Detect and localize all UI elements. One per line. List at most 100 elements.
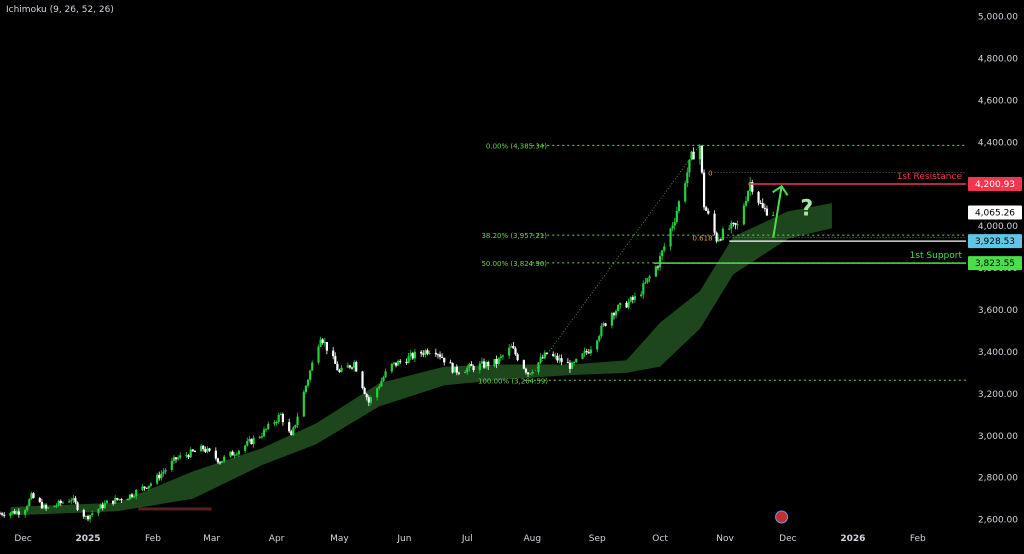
candle-body — [684, 183, 687, 202]
candle-body — [604, 323, 607, 326]
candle-body — [112, 500, 115, 504]
candle-body — [367, 397, 370, 403]
candle-body — [82, 509, 85, 517]
x-tick-label: 2025 — [75, 534, 100, 544]
candle-body — [413, 351, 416, 359]
candle-body — [55, 505, 58, 507]
candle-body — [420, 351, 423, 354]
candle-body — [265, 428, 268, 430]
candle-body — [363, 388, 366, 394]
candle-body — [185, 455, 188, 457]
candle-body — [164, 469, 167, 472]
candle-body — [631, 297, 634, 300]
fib-level-label: 100.00% (3,264.59) — [478, 377, 548, 385]
candle-body — [61, 502, 64, 504]
candle-body — [537, 362, 540, 373]
candle-body — [105, 500, 108, 504]
candle-body — [68, 501, 71, 503]
candle-body — [206, 448, 209, 452]
candle-body — [583, 351, 586, 354]
candle-body — [32, 493, 35, 499]
candle-body — [516, 354, 519, 361]
candle-body — [53, 505, 56, 508]
candle-body — [759, 202, 762, 204]
candle-body — [499, 356, 502, 359]
candle-body — [40, 501, 44, 509]
candle-body — [177, 457, 180, 460]
candle-body — [346, 365, 349, 368]
candle-body — [160, 473, 163, 479]
candle-body — [734, 222, 737, 225]
candle-body — [26, 505, 29, 511]
candle-body — [86, 515, 90, 520]
candle-body — [612, 312, 616, 316]
candle-body — [441, 356, 444, 358]
candle-body — [407, 356, 410, 364]
candle-body — [570, 362, 574, 369]
y-tick-label: 4,600.00 — [978, 96, 1018, 106]
candle-body — [275, 421, 278, 423]
forecast-arrow-shaft — [772, 186, 783, 238]
candle-body — [707, 210, 710, 214]
candle-body — [3, 514, 6, 516]
support-price-tag-bg — [968, 256, 1022, 271]
candle-body — [736, 224, 739, 226]
candle-body — [495, 359, 498, 364]
candle-body — [742, 205, 745, 225]
indicator-label[interactable]: Ichimoku (9, 26, 52, 26) — [6, 5, 114, 15]
candle-body — [560, 358, 563, 363]
x-tick-label: Jul — [461, 534, 473, 544]
price-tags: 4,200.93 4,065.26 3,928.53 3,823.55 — [968, 176, 1022, 271]
candle-body — [126, 499, 129, 501]
candle-body — [390, 363, 393, 372]
candle-body — [719, 239, 722, 241]
candle-body — [543, 352, 546, 359]
candle-body — [74, 498, 77, 503]
candle-body — [216, 458, 220, 463]
candle-body — [751, 181, 754, 192]
candle-body — [179, 455, 182, 458]
candle-body — [252, 437, 255, 445]
candle-body — [101, 504, 104, 509]
candle-body — [237, 450, 240, 455]
candle-body — [596, 340, 599, 350]
candle-body — [625, 302, 628, 308]
x-tick-label: 2026 — [840, 534, 865, 544]
candle-body — [258, 436, 261, 438]
candle-body — [575, 358, 578, 363]
candle-body — [512, 346, 515, 349]
candle-body — [84, 515, 88, 517]
candle-body — [361, 371, 364, 389]
x-axis[interactable]: Dec 2025 Feb Mar Apr May Jun Jul Aug Sep Oct Nov Dec… — [14, 534, 926, 544]
candle-body — [644, 282, 647, 284]
candle-body — [545, 352, 549, 355]
candle-body — [721, 228, 725, 240]
candle-body — [279, 413, 282, 416]
candle-body — [394, 362, 398, 366]
resistance-price-tag-bg — [968, 176, 1022, 191]
fib-level-label: 38.20% (3,957.21) — [481, 232, 547, 240]
candle-body — [468, 364, 471, 368]
candle-body — [715, 232, 718, 242]
support-label: 1st Support — [910, 251, 963, 261]
small-fib-label: 0 — [708, 170, 712, 178]
candle-body — [633, 296, 637, 300]
candle-body — [365, 393, 368, 398]
candle-body — [539, 357, 542, 363]
candle-body — [193, 451, 196, 453]
candle-body — [277, 415, 280, 422]
candle-body — [378, 386, 381, 389]
candle-body — [619, 302, 622, 306]
candle-body — [47, 507, 50, 509]
candle-body — [302, 392, 305, 417]
small-fib-label: 0.618 — [692, 235, 712, 243]
candle-body — [200, 445, 203, 452]
candle-body — [493, 359, 496, 367]
candle-body — [11, 511, 14, 513]
x-tick-label: Jun — [396, 534, 411, 544]
candle-body — [376, 388, 379, 398]
candle-body — [149, 483, 152, 486]
candle-body — [765, 208, 769, 216]
